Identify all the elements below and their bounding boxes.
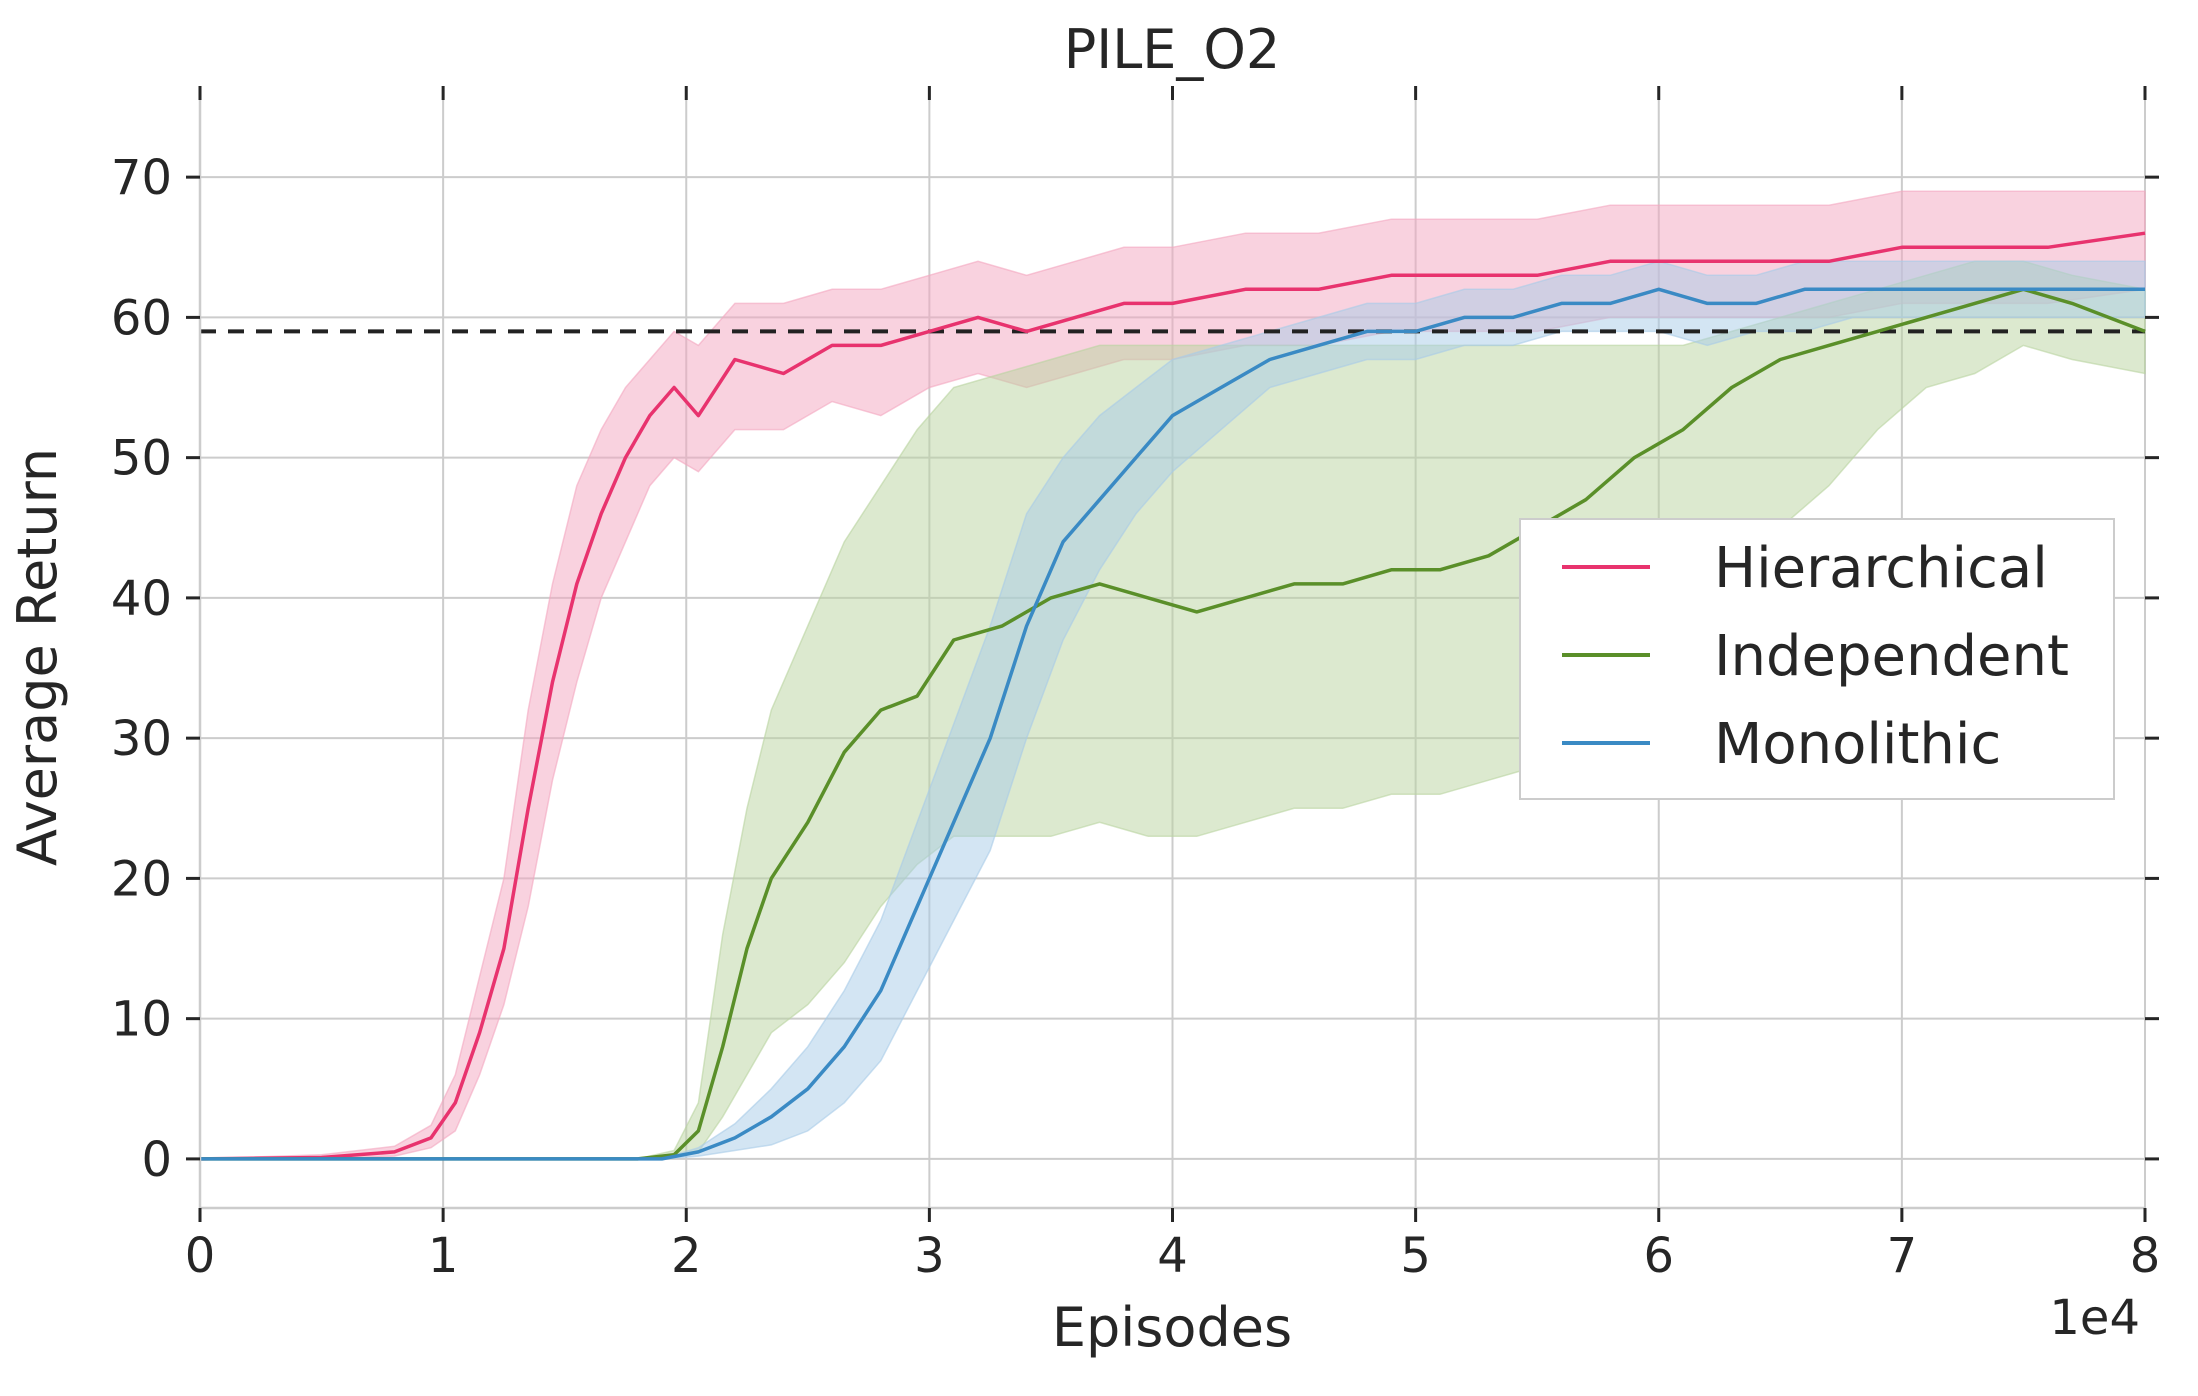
- x-tick-label-5: 5: [1400, 1228, 1431, 1284]
- y-tick-label-6: 60: [111, 290, 172, 346]
- y-tick-label-0: 0: [141, 1132, 172, 1188]
- series-line-hierarchical: [199, 231, 2146, 1161]
- x-tick-label-0: 0: [185, 1228, 216, 1284]
- x-tick-label-1: 1: [428, 1228, 459, 1284]
- y-tick-label-7: 70: [111, 150, 172, 206]
- y-tick-label-1: 10: [111, 992, 172, 1048]
- y-tick-label-5: 50: [111, 431, 172, 487]
- x-tick-label-7: 7: [1887, 1228, 1918, 1284]
- legend-items: Hierarchical Independent Monolithic: [1562, 536, 2069, 777]
- band-hierarchical: [199, 190, 2146, 1160]
- x-tick-label-2: 2: [671, 1228, 702, 1284]
- series-line-independent: [200, 287, 2146, 1161]
- y-tick-label-2: 20: [111, 851, 172, 907]
- x-axis-label: Episodes: [1052, 1296, 1292, 1359]
- x-tick-label-6: 6: [1643, 1228, 1674, 1284]
- chart-title: PILE_O2: [1064, 18, 1281, 81]
- x-tick-label-4: 4: [1157, 1228, 1188, 1284]
- legend: Hierarchical Independent Monolithic: [1519, 518, 2115, 800]
- legend-label-hierarchical: Hierarchical: [1714, 536, 2048, 601]
- y-axis-label: Average Return: [6, 448, 69, 866]
- legend-label-monolithic: Monolithic: [1714, 712, 2001, 777]
- axes: [186, 86, 2159, 1222]
- legend-label-independent: Independent: [1714, 624, 2069, 689]
- series-lines: [199, 231, 2146, 1161]
- series-line-monolithic: [200, 287, 2145, 1161]
- tick-labels: 0 1 2 3 4 5 6 7 8 0 10 20 30 40 50 60 70: [111, 150, 2160, 1284]
- x-tick-label-3: 3: [914, 1228, 945, 1284]
- y-tick-label-3: 30: [111, 711, 172, 767]
- x-axis-offset-label: 1e4: [2049, 1290, 2140, 1346]
- y-tick-label-4: 40: [111, 571, 172, 627]
- x-tick-label-8: 8: [2130, 1228, 2161, 1284]
